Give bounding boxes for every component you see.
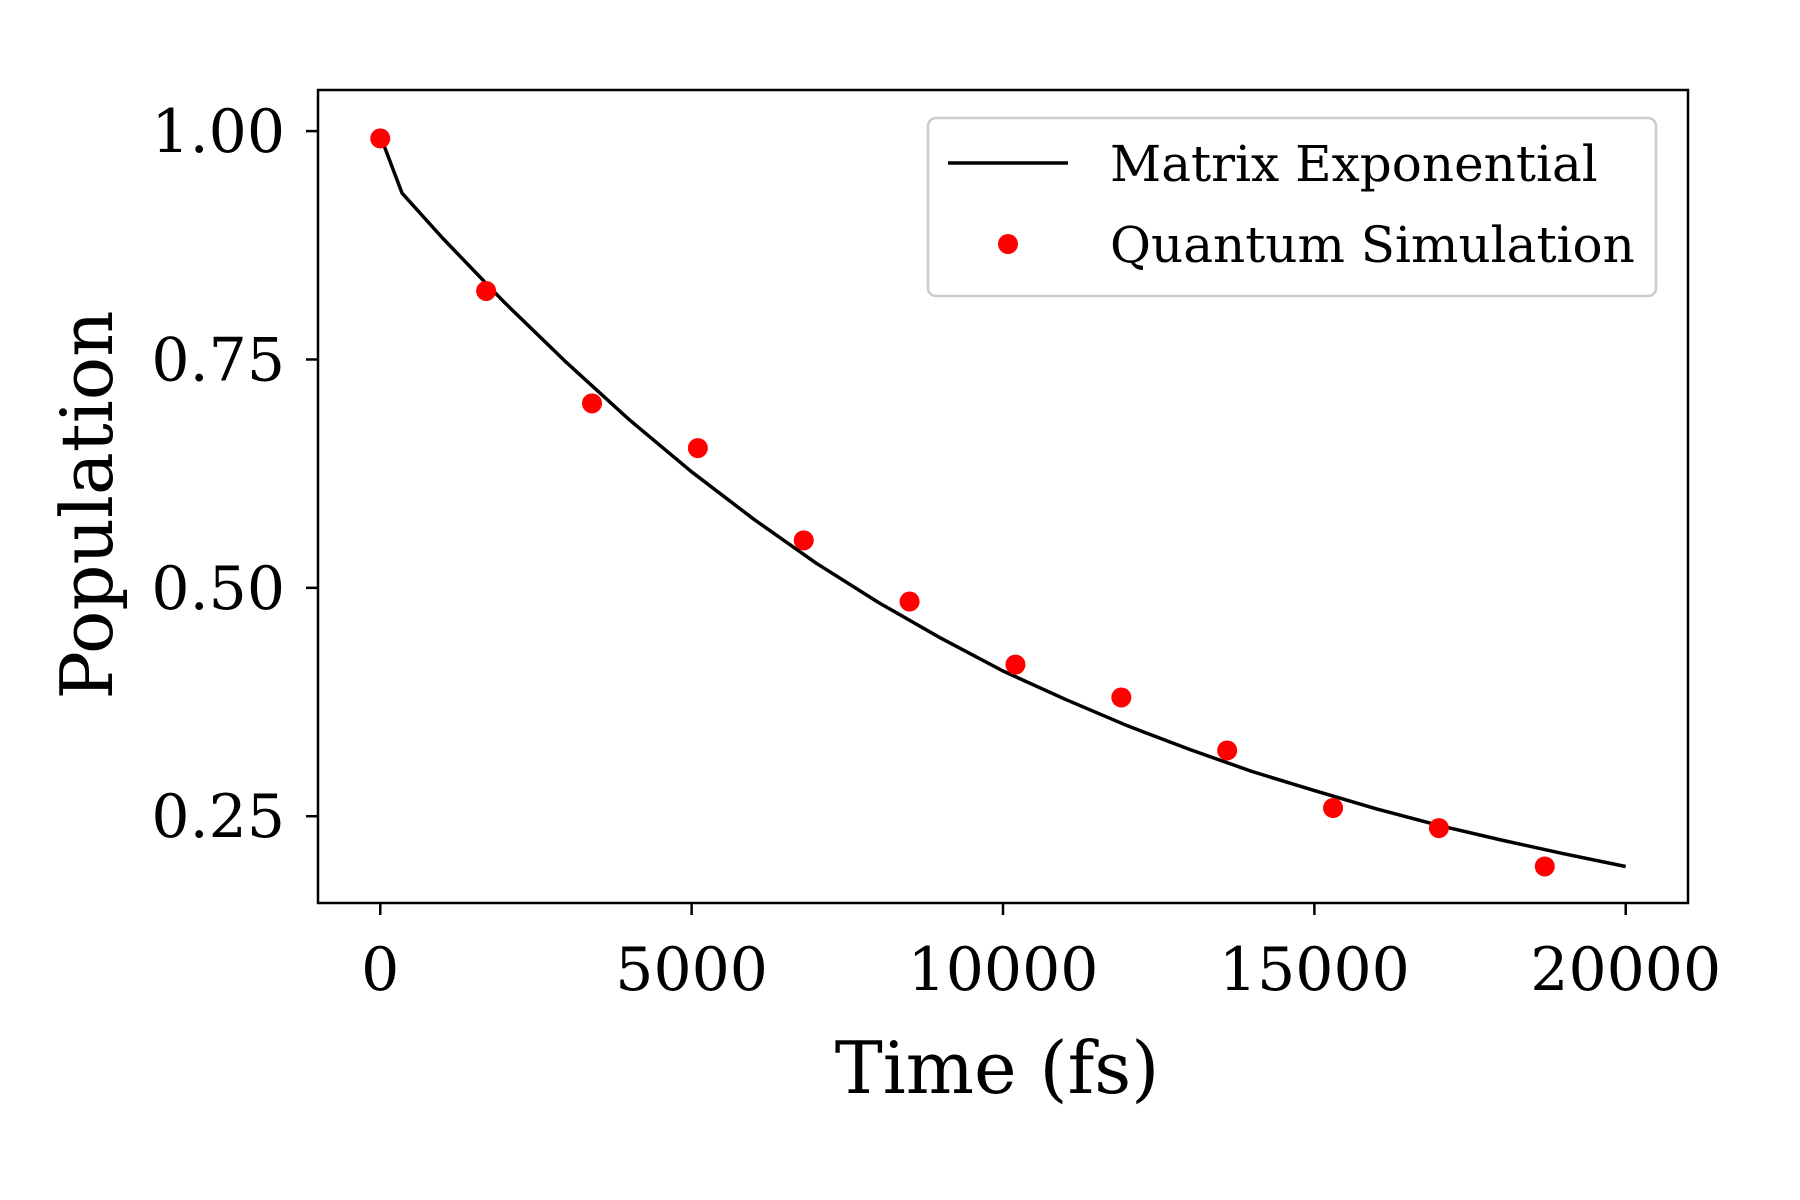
data-point-quantum-simulation [1323,797,1344,818]
data-point-quantum-simulation [1005,654,1026,675]
data-point-quantum-simulation [1111,687,1132,708]
y-tick-label: 0.25 [151,782,285,852]
y-tick-label: 1.00 [151,97,285,167]
y-axis-label: Population [45,311,129,700]
x-tick-label: 5000 [615,935,768,1005]
y-tick-label: 0.50 [151,554,285,624]
y-tick-label: 0.75 [151,325,285,395]
data-point-quantum-simulation [370,128,391,149]
x-axis-label: Time (fs) [835,1026,1160,1110]
data-point-quantum-simulation [582,393,602,414]
legend-label-matrix-exponential: Matrix Exponential [1110,135,1598,193]
data-point-quantum-simulation [476,280,497,301]
series-line-matrix-exponential [378,135,1627,869]
x-tick-label: 20000 [1530,935,1721,1005]
x-tick-label: 10000 [908,935,1099,1005]
data-point-quantum-simulation [1534,856,1555,877]
series-layer [370,128,1627,877]
ticks-layer: 0 5000 10000 15000 20000 0.25 0.50 0.75 1.00 [151,97,1721,1005]
x-tick-label: 0 [361,935,399,1005]
legend: Matrix Exponential Quantum Simulation [926,116,1658,298]
data-point-quantum-simulation [1428,818,1449,839]
data-point-quantum-simulation [899,591,920,612]
data-point-quantum-simulation [1217,740,1238,761]
legend-label-quantum-simulation: Quantum Simulation [1110,216,1635,274]
x-tick-label: 15000 [1219,935,1410,1005]
data-point-quantum-simulation [687,438,708,459]
data-point-quantum-simulation [793,530,814,551]
legend-swatch-quantum-simulation [998,234,1018,254]
legend-box [926,116,1658,298]
